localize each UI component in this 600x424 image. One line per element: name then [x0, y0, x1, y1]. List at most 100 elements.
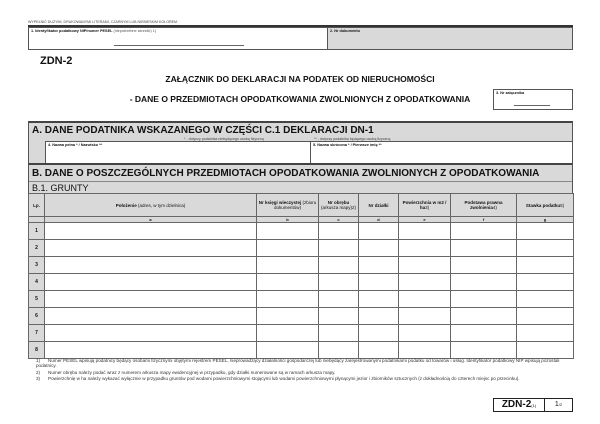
table-cell[interactable] [450, 256, 517, 274]
subtitle: - DANE O PRZEDMIOTACH OPODATKOWANIA ZWOL… [129, 94, 471, 104]
table-cell[interactable] [450, 341, 517, 359]
table-row: 7 [28, 324, 574, 342]
row-number: 3 [28, 256, 45, 274]
table-cell[interactable] [450, 307, 517, 325]
table-cell[interactable] [358, 239, 399, 257]
column-header: Podstawa prawna zwolnienia4) [450, 193, 517, 217]
table-cell[interactable] [256, 324, 319, 342]
field-label: 1. Identyfikator podatkowy NIP/numer PES… [31, 29, 113, 33]
row-number: 6 [28, 307, 45, 325]
table-cell[interactable] [398, 222, 451, 240]
table-cell[interactable] [516, 222, 574, 240]
table-cell[interactable] [44, 273, 257, 291]
field-label: 2. Nr dokumentu [330, 29, 360, 33]
table-cell[interactable] [44, 341, 257, 359]
table-cell[interactable] [450, 273, 517, 291]
table-cell[interactable] [358, 256, 399, 274]
footnote: 3) Powierzchnię w ha należy wykazać wyłąc… [36, 376, 520, 381]
footnote-ref: 1) [152, 29, 157, 33]
table-cell[interactable] [256, 341, 319, 359]
table-cell[interactable] [516, 256, 574, 274]
table-cell[interactable] [44, 239, 257, 257]
note: * - dotyczy podatnika niebędącego osobą … [184, 137, 264, 141]
table-row: 8 [28, 341, 574, 359]
table-row: 6 [28, 307, 574, 325]
table-cell[interactable] [516, 290, 574, 308]
column-header: Nr działki [358, 193, 399, 217]
table-cell[interactable] [398, 324, 451, 342]
table-cell[interactable] [516, 307, 574, 325]
table-cell[interactable] [358, 324, 399, 342]
nip-pesel-field[interactable]: 1. Identyfikator podatkowy NIP/numer PES… [28, 27, 328, 50]
table-cell[interactable] [318, 341, 359, 359]
table-cell[interactable] [398, 341, 451, 359]
digit-ticks [114, 43, 244, 46]
table-cell[interactable] [256, 256, 319, 274]
table-cell[interactable] [256, 239, 319, 257]
row-number: 4 [28, 273, 45, 291]
table-cell[interactable] [256, 273, 319, 291]
table-cell[interactable] [256, 307, 319, 325]
table-cell[interactable] [44, 256, 257, 274]
row-number: 1 [28, 222, 45, 240]
title: ZAŁĄCZNIK DO DEKLARACJI NA PODATEK OD NI… [165, 74, 435, 84]
table-row: 4 [28, 273, 574, 291]
table-cell[interactable] [318, 307, 359, 325]
field-label: 3. Nr załącznika [496, 91, 525, 95]
table-cell[interactable] [318, 324, 359, 342]
table-row: 1 [28, 222, 574, 240]
table-cell[interactable] [44, 324, 257, 342]
table-cell[interactable] [358, 307, 399, 325]
table-cell[interactable] [318, 273, 359, 291]
column-header: Nr księgi wieczystej (zbioru dokumentów) [256, 193, 319, 217]
table-row: 2 [28, 239, 574, 257]
table-cell[interactable] [256, 222, 319, 240]
table-cell[interactable] [516, 324, 574, 342]
table-cell[interactable] [358, 273, 399, 291]
table-cell[interactable] [256, 290, 319, 308]
table-cell[interactable] [398, 307, 451, 325]
table-cell[interactable] [398, 256, 451, 274]
table-cell[interactable] [516, 341, 574, 359]
table-cell[interactable] [318, 290, 359, 308]
table-cell[interactable] [358, 222, 399, 240]
column-header: Powierzchnia w m2 / ha3) [398, 193, 451, 217]
short-name-field[interactable]: 5. Nazwa skrócona * / Pierwsze imię ** [310, 141, 573, 164]
table-cell[interactable] [358, 341, 399, 359]
table-cell[interactable] [398, 239, 451, 257]
field-label: 5. Nazwa skrócona * / Pierwsze imię ** [313, 143, 382, 147]
document-number-field: 2. Nr dokumentu [327, 27, 573, 50]
table-cell[interactable] [44, 290, 257, 308]
table-cell[interactable] [450, 222, 517, 240]
table-cell[interactable] [450, 239, 517, 257]
page: 1 [554, 401, 559, 408]
attachment-number-field[interactable]: 3. Nr załącznika [493, 89, 573, 110]
table-cell[interactable] [516, 239, 574, 257]
subsection-title: B.1. GRUNTY [32, 183, 89, 193]
form-code: ZDN-2 [40, 55, 73, 67]
row-number: 7 [28, 324, 45, 342]
table-cell[interactable] [450, 324, 517, 342]
table-cell[interactable] [318, 256, 359, 274]
table-cell[interactable] [44, 222, 257, 240]
instruction: WYPEŁNIĆ DUŻYMI, DRUKOWANYMI LITERAMI, C… [28, 20, 179, 24]
table-cell[interactable] [44, 307, 257, 325]
table-row: 5 [28, 290, 574, 308]
row-number: 2 [28, 239, 45, 257]
column-header: Lp. [28, 193, 45, 217]
table-cell[interactable] [398, 273, 451, 291]
table-cell[interactable] [318, 222, 359, 240]
field-label: 4. Nazwa pełna * / Nazwisko ** [48, 143, 103, 147]
footnote: 2) Numer obrębu należy podać wraz z numer… [36, 370, 336, 375]
version: (1) [531, 403, 537, 408]
table-cell[interactable] [450, 290, 517, 308]
field-hint: (niepotrzebne skreślić) [113, 29, 152, 33]
pages: /2 [558, 402, 563, 407]
table-cell[interactable] [358, 290, 399, 308]
code: ZDN-2 [501, 399, 532, 410]
section-b: B. DANE O POSZCZEGÓLNYCH PRZEDMIOTACH OP… [28, 163, 573, 193]
table-cell[interactable] [318, 239, 359, 257]
table-cell[interactable] [398, 290, 451, 308]
table-cell[interactable] [516, 273, 574, 291]
full-name-field[interactable]: 4. Nazwa pełna * / Nazwisko ** [45, 141, 311, 164]
